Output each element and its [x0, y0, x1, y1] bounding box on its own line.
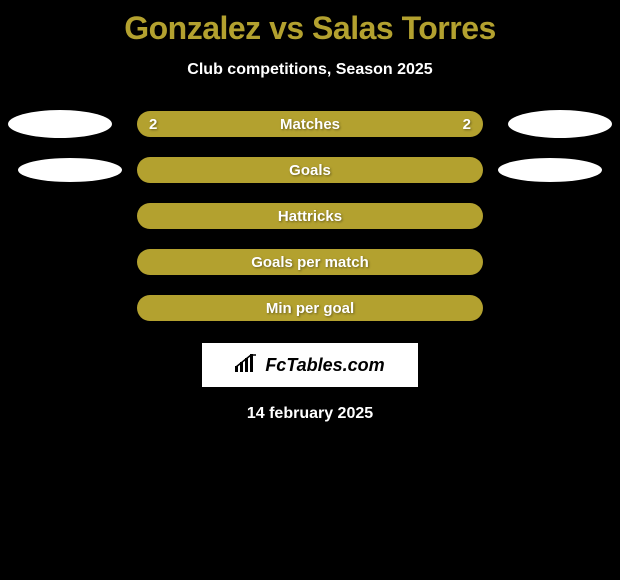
infographic-container: Gonzalez vs Salas Torres Club competitio… [0, 0, 620, 423]
comparison-row-goals: Goals [0, 157, 620, 183]
infographic-date: 14 february 2025 [247, 405, 373, 423]
stat-bar: 2 Matches 2 [137, 111, 483, 137]
stat-bar: Goals [137, 157, 483, 183]
player-right-avatar-placeholder [498, 158, 602, 182]
stat-bar: Hattricks [137, 203, 483, 229]
stat-bar: Min per goal [137, 295, 483, 321]
stat-label: Matches [280, 116, 340, 133]
page-title: Gonzalez vs Salas Torres [124, 10, 496, 47]
stat-label: Goals per match [251, 254, 369, 271]
bars-icon [235, 354, 259, 377]
source-logo-text: FcTables.com [265, 355, 384, 376]
player-right-avatar-placeholder [508, 110, 612, 138]
comparison-section: 2 Matches 2 Goals Hattricks Goals per ma… [0, 111, 620, 321]
player-left-avatar-placeholder [18, 158, 122, 182]
stat-bar: Goals per match [137, 249, 483, 275]
stat-value-right: 2 [463, 116, 471, 133]
stat-label: Hattricks [278, 208, 342, 225]
comparison-row-min-per-goal: Min per goal [0, 295, 620, 321]
comparison-row-matches: 2 Matches 2 [0, 111, 620, 137]
comparison-row-hattricks: Hattricks [0, 203, 620, 229]
stat-label: Min per goal [266, 300, 354, 317]
stat-label: Goals [289, 162, 331, 179]
source-logo: FcTables.com [202, 343, 418, 387]
page-subtitle: Club competitions, Season 2025 [187, 61, 432, 79]
stat-value-left: 2 [149, 116, 157, 133]
player-left-avatar-placeholder [8, 110, 112, 138]
comparison-row-goals-per-match: Goals per match [0, 249, 620, 275]
